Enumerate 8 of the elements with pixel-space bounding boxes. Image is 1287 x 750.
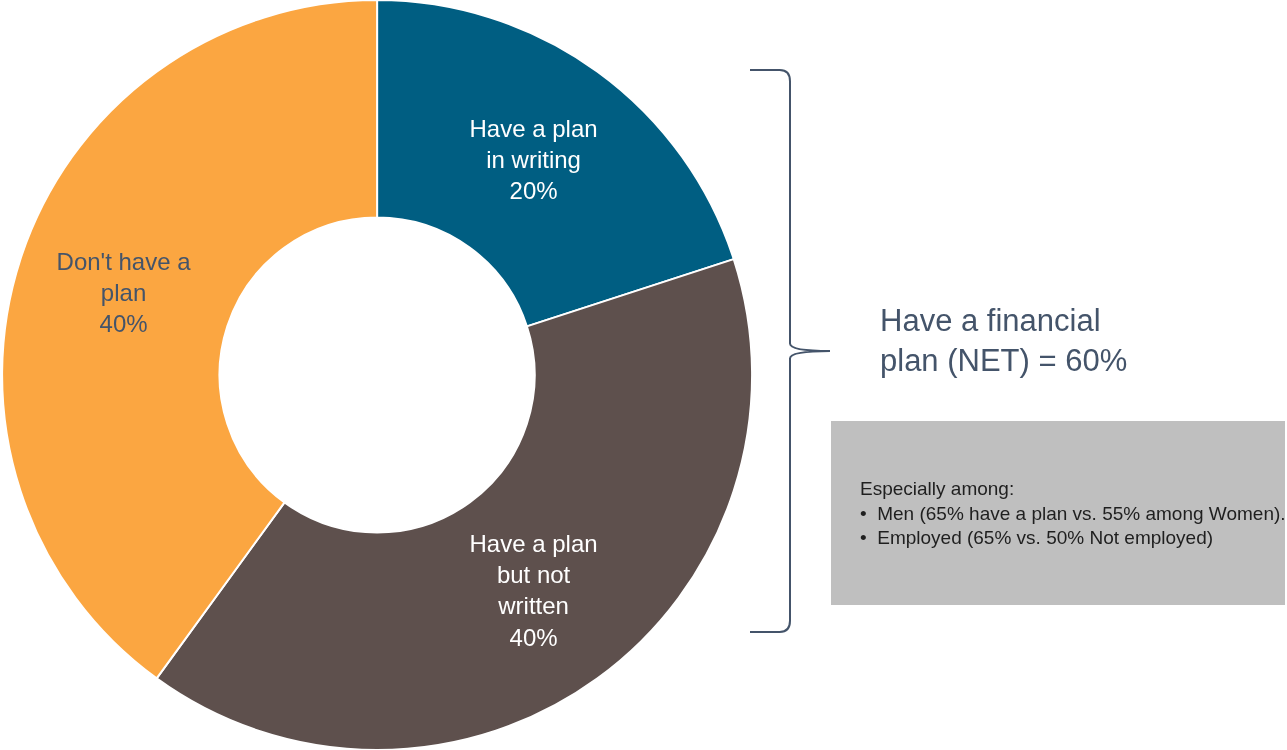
text: Have a financial plan (NET) = 60% — [880, 303, 1128, 379]
slice-label: Have a plan but not written — [469, 530, 598, 620]
data-label: 40% — [509, 623, 558, 651]
data-label: 20% — [509, 177, 558, 205]
slice-label: Don't have a plan — [56, 248, 192, 307]
data-label: 40% — [99, 310, 148, 338]
slice-label: Have a plan in writing — [469, 114, 598, 174]
text: Especially among: • Men (65% have a plan vs. 55% among Women). • Employed (65% vs. 50% Not employed) — [860, 478, 1286, 549]
